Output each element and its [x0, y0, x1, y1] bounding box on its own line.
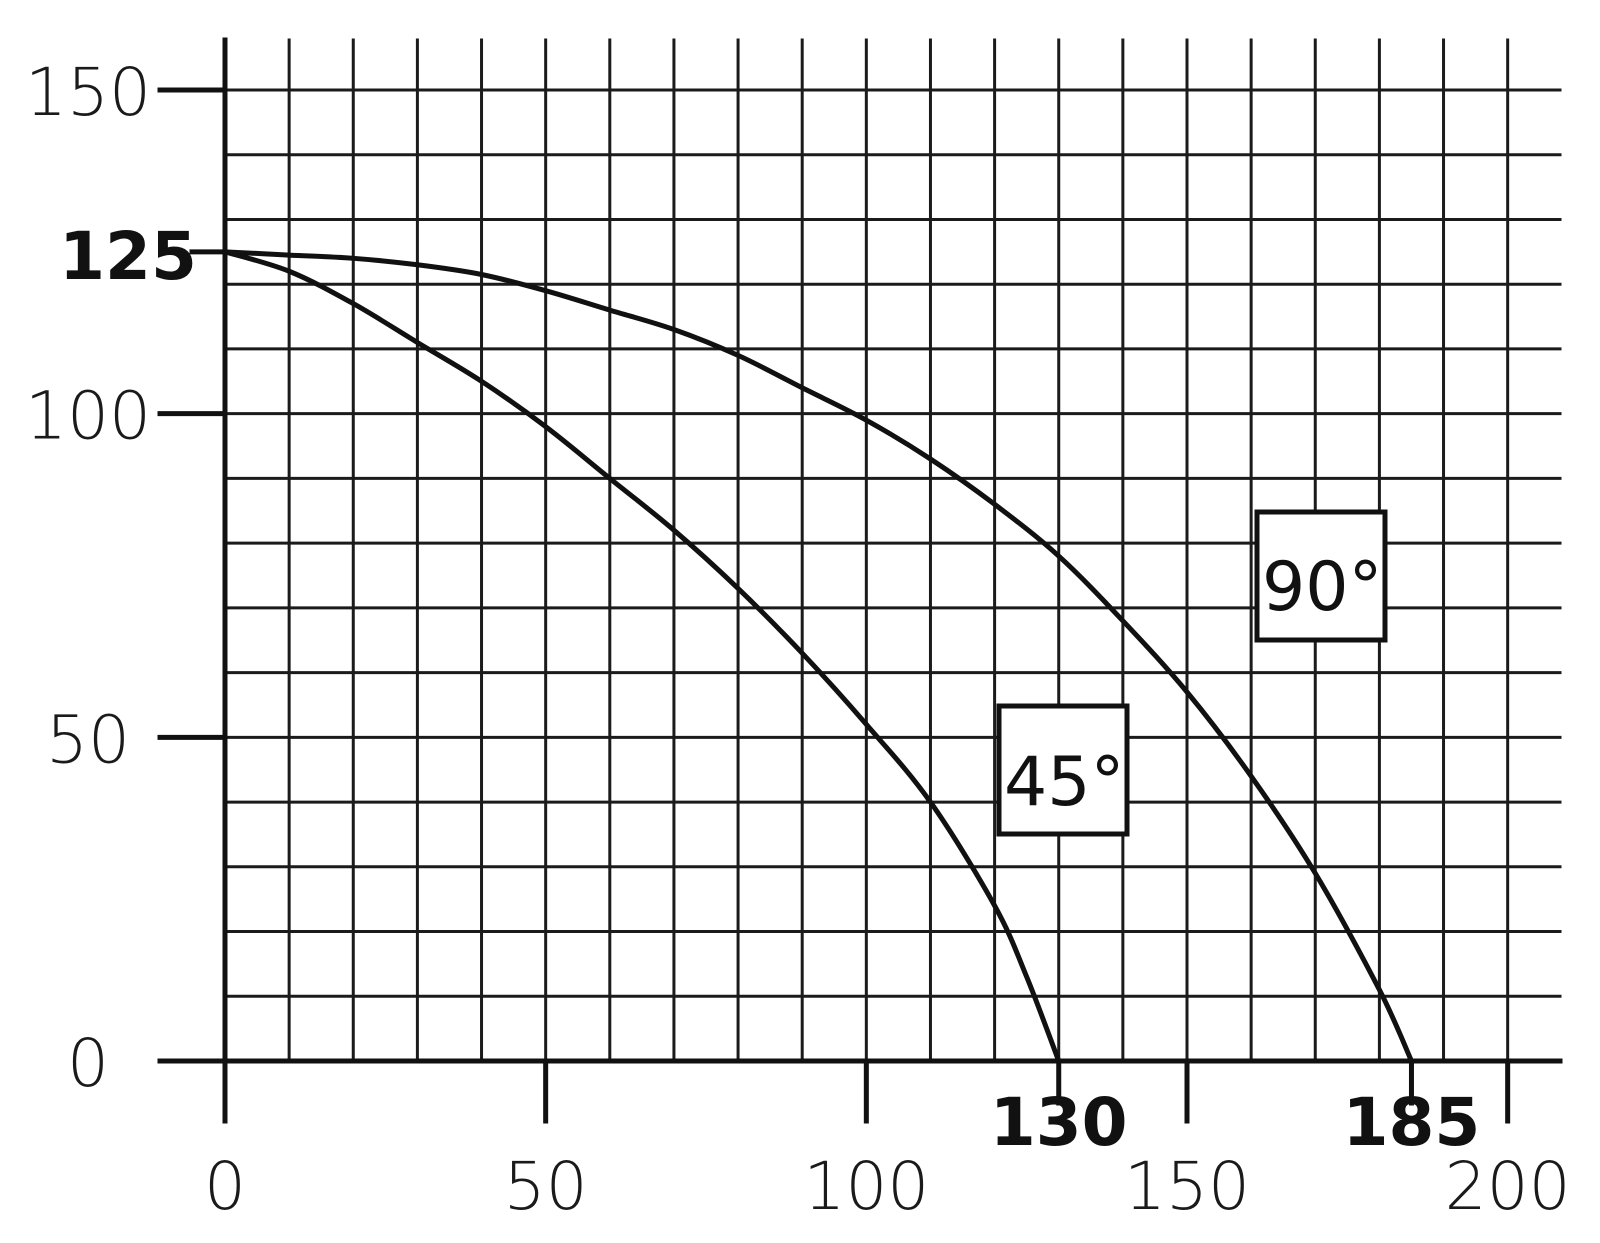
series-label-45: 45°: [996, 703, 1130, 837]
x-tick-label: 200: [1445, 1148, 1571, 1225]
curve-90-degree: [222, 249, 1414, 1064]
highlight-x-label: 130: [990, 1084, 1128, 1161]
curves: [222, 249, 1414, 1064]
curve-45-degree: [222, 249, 1062, 1064]
series-label-45-box: [996, 703, 1130, 837]
series-label-45-text: 45°: [1004, 743, 1125, 822]
y-tick-label: 50: [46, 701, 130, 778]
x-tick-label: 0: [204, 1148, 246, 1225]
highlight-x-label: 185: [1343, 1084, 1481, 1161]
x-tick-label: 100: [803, 1148, 929, 1225]
highlight-y-label: 125: [59, 218, 197, 295]
series-label-90: 90°: [1254, 509, 1388, 643]
axes: [157, 37, 1563, 1124]
y-tick-label: 150: [25, 54, 151, 131]
x-tick-label: 150: [1124, 1148, 1250, 1225]
series-label-90-text: 90°: [1262, 548, 1383, 627]
y-tick-label: 100: [25, 378, 151, 455]
series-label-90-box: [1254, 509, 1388, 643]
tick-labels: 0 50 100 150 0 50 100 150 200 125 130 185: [25, 54, 1571, 1225]
y-tick-label: 0: [67, 1025, 109, 1102]
x-tick-label: 50: [504, 1148, 588, 1225]
